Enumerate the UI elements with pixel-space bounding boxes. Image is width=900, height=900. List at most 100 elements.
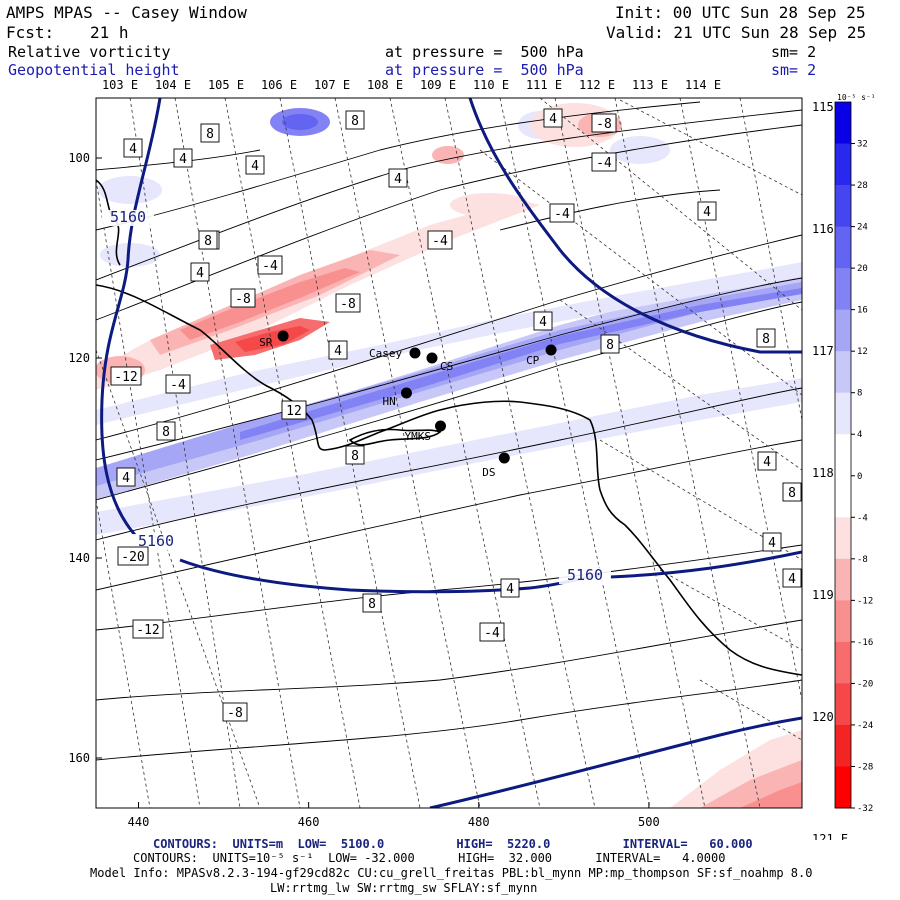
vorticity-label-box [165, 374, 191, 394]
colorbar-segment [835, 600, 851, 643]
colorbar-segment [835, 517, 851, 560]
vorticity-label: 4 [549, 112, 557, 127]
forecast-value: 21 h [90, 23, 129, 42]
vorticity-label: -12 [136, 623, 159, 638]
vorticity-label: -8 [235, 292, 251, 307]
colorbar-tick-label: 28 [857, 181, 868, 191]
vorticity-label-box [117, 546, 149, 566]
y-tick-label: 100 [68, 151, 90, 165]
vorticity-label-box [533, 311, 553, 331]
colorbar-tick-label: 20 [857, 264, 868, 274]
vorticity-label-box [173, 148, 193, 168]
vorticity-label: 8 [762, 332, 770, 347]
station-label: Casey [369, 347, 402, 360]
vorticity-label-box [200, 123, 220, 143]
height-label-bg [559, 568, 611, 584]
x-tick-label: 500 [638, 815, 660, 829]
vorticity-blob-positive [740, 782, 802, 808]
grid-line [224, 98, 361, 808]
vorticity-band-positive [180, 268, 360, 340]
vorticity-blob-positive [432, 146, 464, 164]
vorticity-contour [96, 387, 802, 541]
x-tick-label: 480 [468, 815, 490, 829]
grid-line [554, 98, 706, 808]
vorticity-blob-positive [450, 193, 530, 217]
vorticity-contour [499, 189, 721, 231]
height-contour [429, 716, 802, 808]
vorticity-label-box [543, 108, 563, 128]
vorticity-label: 4 [129, 142, 137, 157]
vorticity-blob-negative [610, 136, 670, 164]
lon-label-top: 104 E [155, 78, 191, 92]
station-label: CP [526, 354, 540, 367]
station-marker [400, 387, 412, 399]
valid-time: Valid: 21 UTC Sun 28 Sep 25 [606, 23, 867, 42]
colorbar-tick-label: 24 [857, 223, 868, 233]
vorticity-contour-labels: 4 8 4 4 8 4 -4 8 4 -8 -4 4 -4 8 4 -4 -8 -8 8 8 -4 -12 4 4 12 8 8 4 4… [110, 108, 802, 722]
lon-label-top: 105 E [208, 78, 244, 92]
vorticity-height-map: 5160 5160 5160 4 8 4 4 8 4 -4 8 4 -8 -4 4 -4 8 4 -4 -8 -8 8 8… [68, 78, 876, 840]
station-marker [426, 352, 438, 364]
colorbar-tick-label: -8 [857, 555, 868, 565]
vorticity-label-box [427, 230, 453, 250]
grid-line [96, 179, 201, 808]
colorbar-segment [835, 185, 851, 228]
vorticity-label: 8 [606, 338, 614, 353]
vorticity-label-box [782, 568, 802, 588]
colorbar-segment [835, 683, 851, 726]
lon-label-top: 108 E [367, 78, 403, 92]
colorbar-tick-label: 4 [857, 430, 862, 440]
lon-label-top: 109 E [420, 78, 456, 92]
grid-line [479, 149, 802, 396]
station-marker [277, 330, 289, 342]
vorticity-band-positive [235, 326, 310, 352]
vorticity-label: 8 [351, 449, 359, 464]
vorticity-label: -12 [114, 370, 137, 385]
vorticity-label-box [230, 288, 256, 308]
lon-label-right: 121 E [812, 832, 848, 840]
chart-title: AMPS MPAS -- Casey Window [6, 3, 247, 22]
vorticity-label: 4 [768, 536, 776, 551]
vorticity-label: 4 [763, 455, 771, 470]
station-marker [409, 347, 421, 359]
vorticity-label: -4 [596, 156, 612, 171]
field1-name: Relative vorticity [8, 43, 171, 61]
vorticity-label-box [388, 168, 408, 188]
vorticity-label: -4 [262, 259, 278, 274]
vorticity-label-box [245, 155, 265, 175]
vorticity-label-box [782, 482, 802, 502]
y-tick-label: 160 [68, 751, 90, 765]
vorticity-label: -4 [484, 626, 500, 641]
vorticity-label: 4 [251, 159, 259, 174]
vorticity-contour [96, 679, 802, 761]
vorticity-label-box [335, 293, 361, 313]
grid-line [174, 98, 301, 808]
vorticity-label-box [132, 619, 164, 639]
height-contour-5160 [179, 558, 601, 594]
footer-physics-info: LW:rrtmg_lw SW:rrtmg_sw SFLAY:sf_mynn [270, 881, 538, 895]
station-label: HN [382, 395, 395, 408]
grid-line [539, 98, 802, 311]
vorticity-label-box [762, 532, 782, 552]
height-label: 5160 [138, 532, 174, 550]
vorticity-contour [96, 439, 802, 591]
vorticity-contour [96, 277, 802, 461]
vorticity-label: 4 [179, 152, 187, 167]
station-marker [498, 452, 510, 464]
height-label: 5160 [110, 208, 146, 226]
lon-label-top: 113 E [632, 78, 668, 92]
colorbar-tick-label: 12 [857, 347, 868, 357]
plot-frame [95, 97, 803, 809]
colorbar-tick-label: 0 [857, 472, 862, 482]
lon-label-top: 110 E [473, 78, 509, 92]
station-marker [545, 344, 557, 356]
vorticity-contour [96, 301, 802, 501]
vorticity-contour [96, 234, 802, 441]
lon-label-top: 112 E [579, 78, 615, 92]
x-tick-label: 440 [128, 815, 150, 829]
vorticity-label-box [591, 152, 617, 172]
field2-smoothing: sm= 2 [771, 61, 817, 79]
vorticity-label-box [281, 400, 307, 420]
colorbar-segment [835, 102, 851, 145]
colorbar-segment [835, 309, 851, 352]
